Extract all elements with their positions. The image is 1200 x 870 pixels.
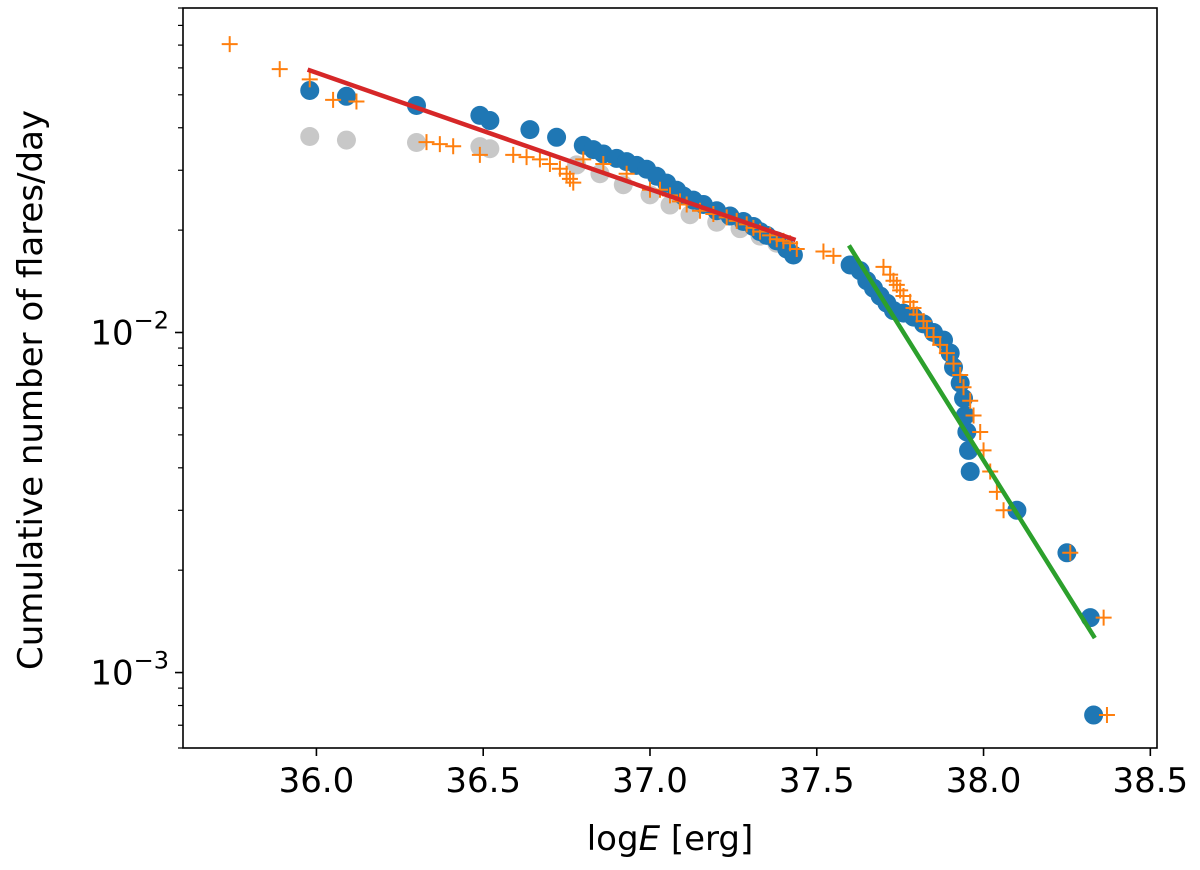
blue-circles-point bbox=[336, 86, 356, 106]
orange-plus-point bbox=[531, 151, 548, 168]
orange-plus-point bbox=[788, 241, 805, 258]
red-fit-line bbox=[306, 67, 797, 243]
orange-plus-point bbox=[915, 313, 932, 330]
blue-circles-point bbox=[547, 127, 567, 147]
orange-plus-point bbox=[945, 355, 962, 372]
plot-frame bbox=[182, 7, 1158, 749]
orange-plus-point bbox=[815, 243, 832, 260]
orange-plus-point bbox=[325, 91, 342, 108]
gray-circles-point bbox=[660, 195, 680, 215]
orange-plus-point bbox=[418, 134, 435, 151]
orange-plus-point bbox=[955, 379, 972, 396]
orange-plus-point bbox=[825, 247, 842, 264]
x-axis-label-log: log bbox=[587, 819, 639, 859]
x-tick-label: 38.0 bbox=[946, 761, 1022, 801]
x-axis-label-unit: [erg] bbox=[660, 819, 753, 859]
blue-circles-point bbox=[300, 80, 320, 100]
marks-layer bbox=[221, 36, 1115, 725]
orange-plus-point bbox=[938, 345, 955, 362]
orange-plus-point bbox=[885, 272, 902, 289]
orange-plus-point bbox=[932, 336, 949, 353]
y-tick-label: 10−2 bbox=[90, 306, 169, 353]
orange-plus-point bbox=[221, 36, 238, 53]
orange-plus-point bbox=[905, 300, 922, 317]
blue-circles-point bbox=[960, 462, 980, 482]
x-tick-label: 36.0 bbox=[279, 761, 355, 801]
x-axis-label: logE [erg] bbox=[587, 819, 754, 859]
orange-plus-point bbox=[962, 392, 979, 409]
x-tick-label: 38.5 bbox=[1112, 761, 1188, 801]
gray-circles-point bbox=[300, 127, 320, 147]
orange-plus-point bbox=[952, 366, 969, 383]
y-tick-label: 10−3 bbox=[90, 647, 169, 694]
orange-plus-point bbox=[541, 155, 558, 172]
orange-plus-point bbox=[925, 328, 942, 345]
orange-plus-point bbox=[995, 502, 1012, 519]
orange-plus-point bbox=[1062, 544, 1079, 561]
y-axis-label: Cumulative number of flares/day bbox=[11, 110, 51, 670]
orange-plus-point bbox=[595, 155, 612, 172]
orange-plus-point bbox=[431, 136, 448, 153]
orange-plus-point bbox=[271, 61, 288, 78]
orange-plus-point bbox=[471, 146, 488, 163]
orange-plus-point bbox=[301, 71, 318, 88]
x-tick-label: 37.5 bbox=[779, 761, 855, 801]
blue-circles-point bbox=[783, 245, 803, 265]
orange-plus-point bbox=[348, 93, 365, 110]
x-tick-label: 36.5 bbox=[445, 761, 521, 801]
blue-circles-point bbox=[954, 388, 974, 408]
x-axis-label-var: E bbox=[639, 819, 661, 859]
blue-circles-point bbox=[520, 120, 540, 140]
orange-plus-point bbox=[445, 138, 462, 155]
blue-circles-point bbox=[1084, 705, 1104, 725]
orange-plus-point bbox=[565, 174, 582, 191]
orange-plus-point bbox=[972, 423, 989, 440]
orange-plus-point bbox=[561, 170, 578, 187]
gray-circles-point bbox=[336, 130, 356, 150]
orange-plus-point bbox=[505, 146, 522, 163]
orange-plus-point bbox=[518, 149, 535, 166]
gray-circles-point bbox=[406, 133, 426, 153]
orange-plus-point bbox=[965, 407, 982, 424]
orange-plus-point bbox=[918, 320, 935, 337]
orange-plus-point bbox=[875, 258, 892, 275]
axes-layer: 36.0 36.5 37.0 37.5 38.0 38.5 10−3 10−2 bbox=[90, 7, 1188, 801]
x-tick-label: 37.0 bbox=[612, 761, 688, 801]
orange-plus-point bbox=[908, 306, 925, 323]
orange-plus-point bbox=[1098, 707, 1115, 724]
gray-circles-point bbox=[480, 139, 500, 159]
green-fit-line bbox=[847, 244, 1097, 640]
orange-plus-point bbox=[1095, 609, 1112, 626]
blue-circles-point bbox=[480, 111, 500, 131]
